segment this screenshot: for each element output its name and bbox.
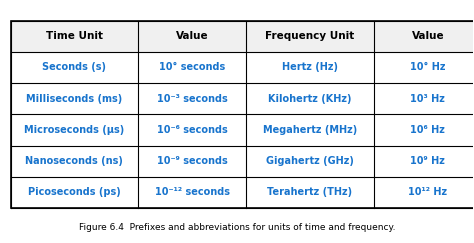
Text: Figure 6.4  Prefixes and abbreviations for units of time and frequency.: Figure 6.4 Prefixes and abbreviations fo… — [79, 223, 395, 232]
Text: 10⁻¹² seconds: 10⁻¹² seconds — [155, 187, 230, 197]
Text: 10³ Hz: 10³ Hz — [410, 94, 445, 104]
Text: Picoseconds (ps): Picoseconds (ps) — [28, 187, 121, 197]
Text: Megahertz (MHz): Megahertz (MHz) — [263, 125, 357, 135]
Text: Time Unit: Time Unit — [46, 31, 103, 41]
FancyBboxPatch shape — [11, 21, 474, 208]
Text: 10⁶ Hz: 10⁶ Hz — [410, 125, 445, 135]
Text: 10⁻⁹ seconds: 10⁻⁹ seconds — [157, 156, 228, 166]
Text: Kilohertz (KHz): Kilohertz (KHz) — [268, 94, 352, 104]
Text: Value: Value — [411, 31, 444, 41]
Text: Frequency Unit: Frequency Unit — [265, 31, 355, 41]
Text: Value: Value — [176, 31, 209, 41]
Text: Terahertz (THz): Terahertz (THz) — [267, 187, 353, 197]
Text: Seconds (s): Seconds (s) — [43, 62, 107, 72]
Text: 10⁹ Hz: 10⁹ Hz — [410, 156, 445, 166]
FancyBboxPatch shape — [11, 21, 474, 52]
Text: 10° Hz: 10° Hz — [410, 62, 446, 72]
Text: 10¹² Hz: 10¹² Hz — [408, 187, 447, 197]
Text: Gigahertz (GHz): Gigahertz (GHz) — [266, 156, 354, 166]
Text: Microseconds (μs): Microseconds (μs) — [24, 125, 125, 135]
Text: Nanoseconds (ns): Nanoseconds (ns) — [26, 156, 123, 166]
Text: 10⁻³ seconds: 10⁻³ seconds — [157, 94, 228, 104]
Text: 10⁻⁶ seconds: 10⁻⁶ seconds — [157, 125, 228, 135]
Text: Hertz (Hz): Hertz (Hz) — [282, 62, 338, 72]
Text: Milliseconds (ms): Milliseconds (ms) — [26, 94, 123, 104]
Text: 10° seconds: 10° seconds — [159, 62, 225, 72]
